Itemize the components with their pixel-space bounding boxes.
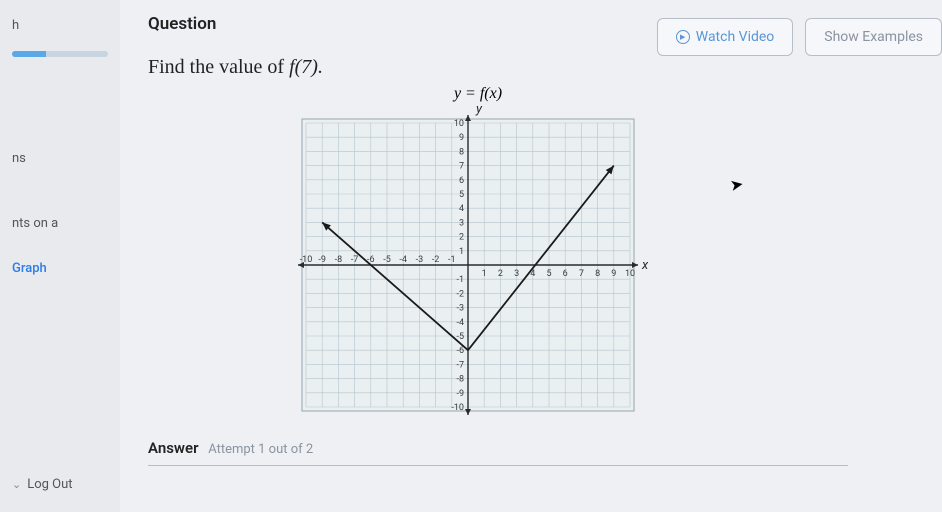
- svg-text:10: 10: [625, 269, 635, 279]
- svg-text:-6: -6: [456, 346, 464, 356]
- svg-text:-3: -3: [456, 304, 464, 314]
- question-heading: Question: [148, 14, 216, 34]
- svg-text:-9: -9: [456, 389, 464, 399]
- sidebar-item-1[interactable]: ns: [0, 141, 120, 176]
- svg-text:-8: -8: [456, 375, 464, 385]
- svg-text:7: 7: [459, 162, 464, 172]
- question-prompt: Find the value of f(7).: [148, 56, 942, 79]
- svg-text:9: 9: [459, 133, 464, 143]
- progress-bar: [12, 51, 108, 57]
- svg-text:5: 5: [459, 190, 464, 200]
- svg-text:-5: -5: [383, 255, 391, 265]
- svg-text:-10: -10: [300, 255, 313, 265]
- svg-text:-2: -2: [456, 289, 464, 299]
- svg-text:2: 2: [498, 269, 503, 279]
- svg-text:y: y: [475, 105, 483, 117]
- svg-text:9: 9: [611, 269, 616, 279]
- svg-text:7: 7: [579, 269, 584, 279]
- svg-text:10: 10: [454, 119, 464, 129]
- svg-text:1: 1: [482, 269, 487, 279]
- svg-text:3: 3: [459, 218, 464, 228]
- svg-text:6: 6: [563, 269, 568, 279]
- watch-video-button[interactable]: ▶ Watch Video: [657, 18, 794, 56]
- show-examples-label: Show Examples: [824, 29, 923, 45]
- svg-text:2: 2: [459, 233, 464, 243]
- attempt-text: Attempt 1 out of 2: [208, 442, 313, 457]
- svg-text:-10: -10: [451, 403, 464, 413]
- chevron-down-icon: ⌄: [12, 478, 21, 491]
- show-examples-button[interactable]: Show Examples: [805, 18, 942, 56]
- logout-label: Log Out: [27, 477, 72, 492]
- sidebar-item-graph[interactable]: Graph: [0, 251, 120, 286]
- svg-text:-1: -1: [456, 275, 464, 285]
- graph-equation: y = f(x): [328, 85, 628, 103]
- function-graph: -10-9-8-7-6-5-4-3-2-112345678910-10-9-8-…: [288, 105, 648, 425]
- svg-text:-7: -7: [351, 255, 359, 265]
- answer-input[interactable]: [148, 465, 848, 479]
- play-icon: ▶: [676, 30, 690, 44]
- svg-text:6: 6: [459, 176, 464, 186]
- svg-text:-4: -4: [456, 318, 464, 328]
- svg-text:-4: -4: [399, 255, 407, 265]
- main-content: Question ▶ Watch Video Show Examples Fin…: [120, 0, 942, 512]
- answer-label: Answer: [148, 439, 198, 457]
- sidebar-item-2[interactable]: nts on a: [0, 206, 120, 241]
- svg-text:8: 8: [595, 269, 600, 279]
- watch-video-label: Watch Video: [696, 29, 775, 45]
- svg-text:-1: -1: [448, 255, 456, 265]
- sidebar-item-0[interactable]: h: [0, 8, 120, 43]
- svg-text:5: 5: [546, 269, 551, 279]
- svg-text:x: x: [641, 258, 648, 273]
- svg-text:-8: -8: [335, 255, 343, 265]
- svg-text:8: 8: [459, 147, 464, 157]
- answer-section: Answer Attempt 1 out of 2: [148, 439, 942, 457]
- svg-text:-2: -2: [432, 255, 440, 265]
- svg-text:3: 3: [514, 269, 519, 279]
- svg-text:-3: -3: [416, 255, 424, 265]
- svg-text:-9: -9: [318, 255, 326, 265]
- svg-text:1: 1: [459, 247, 464, 257]
- svg-text:-7: -7: [456, 360, 464, 370]
- svg-text:4: 4: [459, 204, 464, 214]
- sidebar: h ns nts on a Graph ⌄ Log Out: [0, 0, 120, 512]
- logout-link[interactable]: ⌄ Log Out: [0, 465, 120, 504]
